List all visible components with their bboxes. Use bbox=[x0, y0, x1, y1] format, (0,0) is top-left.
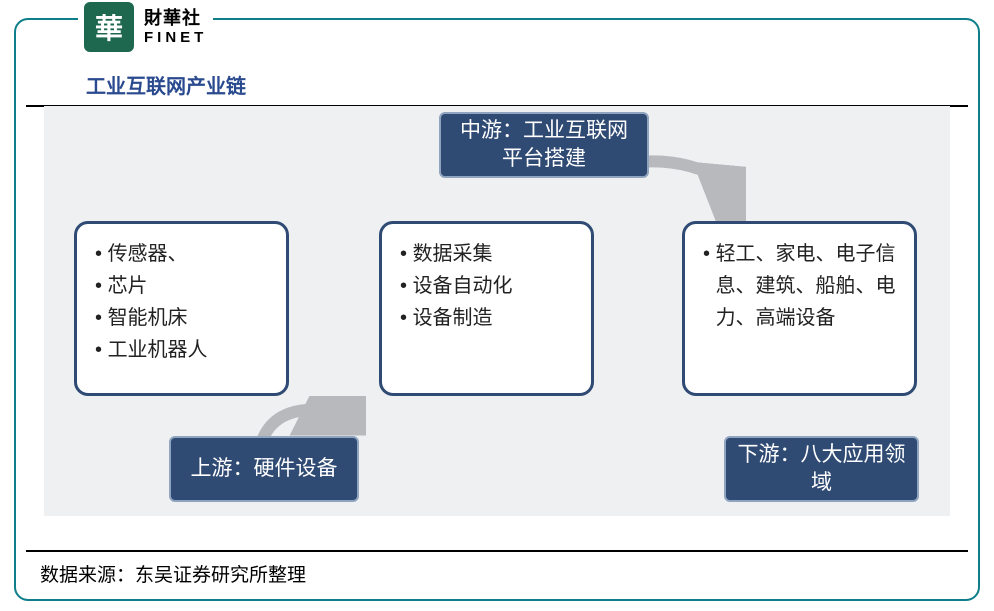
list-item: 设备自动化 bbox=[400, 270, 573, 302]
brand-text: 財華社 FINET bbox=[144, 8, 207, 46]
midstream-list: 数据采集 设备自动化 设备制造 bbox=[400, 238, 573, 334]
midstream-box: 数据采集 设备自动化 设备制造 bbox=[379, 221, 594, 396]
footer-row: 数据来源：东吴证券研究所整理 bbox=[26, 550, 968, 587]
title-row: 工业互联网产业链 bbox=[26, 70, 968, 107]
list-item: 传感器、 bbox=[95, 238, 268, 270]
footer-line bbox=[26, 550, 968, 552]
brand-badge-icon: 華 bbox=[84, 2, 134, 52]
brand-name-en: FINET bbox=[144, 29, 207, 46]
brand-name-cn: 財華社 bbox=[144, 8, 207, 29]
data-source: 数据来源：东吴证券研究所整理 bbox=[26, 560, 968, 587]
downstream-text: 轻工、家电、电子信息、建筑、船舶、电力、高端设备 bbox=[716, 238, 896, 334]
flow-diagram: 传感器、 芯片 智能机床 工业机器人 数据采集 设备自动化 设备制造 • 轻工、… bbox=[44, 106, 950, 516]
upstream-box: 传感器、 芯片 智能机床 工业机器人 bbox=[74, 221, 289, 396]
list-item: 工业机器人 bbox=[95, 334, 268, 366]
brand-logo: 華 財華社 FINET bbox=[78, 2, 213, 52]
upstream-list: 传感器、 芯片 智能机床 工业机器人 bbox=[95, 238, 268, 366]
list-item: 芯片 bbox=[95, 270, 268, 302]
list-item: 数据采集 bbox=[400, 238, 573, 270]
downstream-label: 下游：八大应用领域 bbox=[724, 436, 919, 502]
list-item: 智能机床 bbox=[95, 302, 268, 334]
midstream-label: 中游：工业互联网平台搭建 bbox=[439, 112, 649, 178]
downstream-box: • 轻工、家电、电子信息、建筑、船舶、电力、高端设备 bbox=[682, 221, 917, 396]
page-title: 工业互联网产业链 bbox=[26, 70, 968, 105]
list-item: 设备制造 bbox=[400, 302, 573, 334]
upstream-label: 上游：硬件设备 bbox=[169, 436, 359, 502]
